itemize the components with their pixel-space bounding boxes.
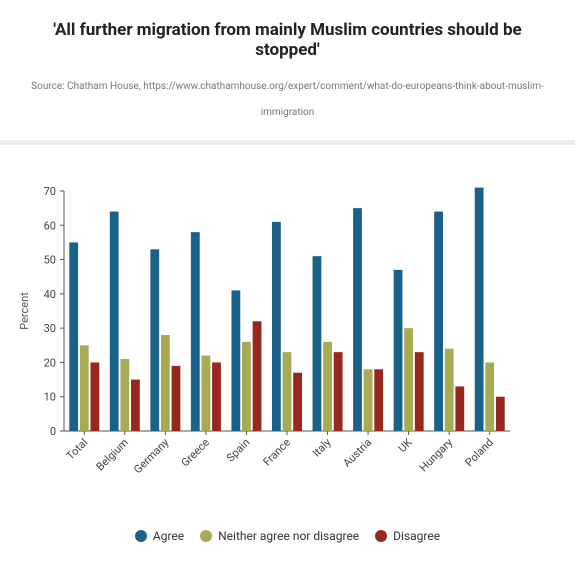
svg-text:10: 10 [44, 391, 56, 404]
svg-text:Italy: Italy [310, 435, 334, 459]
legend-item: Disagree [375, 529, 440, 543]
svg-text:Belgium: Belgium [94, 436, 131, 473]
svg-text:20: 20 [44, 356, 56, 369]
legend-label: Neither agree nor disagree [218, 529, 359, 543]
legend-label: Agree [153, 529, 184, 543]
svg-text:Percent: Percent [18, 292, 31, 330]
svg-text:Total: Total [64, 436, 91, 463]
source-caption: Source: Chatham House, https://www.chath… [0, 68, 575, 140]
svg-text:70: 70 [44, 185, 56, 198]
svg-text:40: 40 [44, 288, 56, 301]
svg-text:France: France [261, 436, 294, 469]
legend-item: Agree [135, 529, 184, 543]
chart-container: 0 10 20 30 40 50 60 70 Percent TotalBelgiumGerman… [0, 145, 575, 515]
svg-text:Greece: Greece [179, 436, 213, 470]
legend-swatch [135, 530, 147, 542]
legend-label: Disagree [393, 529, 440, 543]
legend-swatch [375, 530, 387, 542]
svg-text:50: 50 [44, 254, 56, 267]
bar-chart: 0 10 20 30 40 50 60 70 Percent TotalBelgiumGerman… [10, 185, 520, 505]
chart-title: 'All further migration from mainly Musli… [0, 0, 575, 68]
svg-text:60: 60 [44, 219, 56, 232]
svg-text:Poland: Poland [463, 436, 496, 469]
svg-text:0: 0 [50, 425, 56, 438]
legend: Agree Neither agree nor disagree Disagree [0, 515, 575, 563]
svg-text:UK: UK [396, 436, 415, 455]
svg-text:Hungary: Hungary [417, 435, 456, 474]
legend-swatch [200, 530, 212, 542]
svg-text:Austria: Austria [340, 436, 374, 470]
svg-text:30: 30 [44, 322, 56, 335]
svg-text:Germany: Germany [131, 435, 172, 476]
legend-item: Neither agree nor disagree [200, 529, 359, 543]
svg-text:Spain: Spain [224, 436, 253, 465]
